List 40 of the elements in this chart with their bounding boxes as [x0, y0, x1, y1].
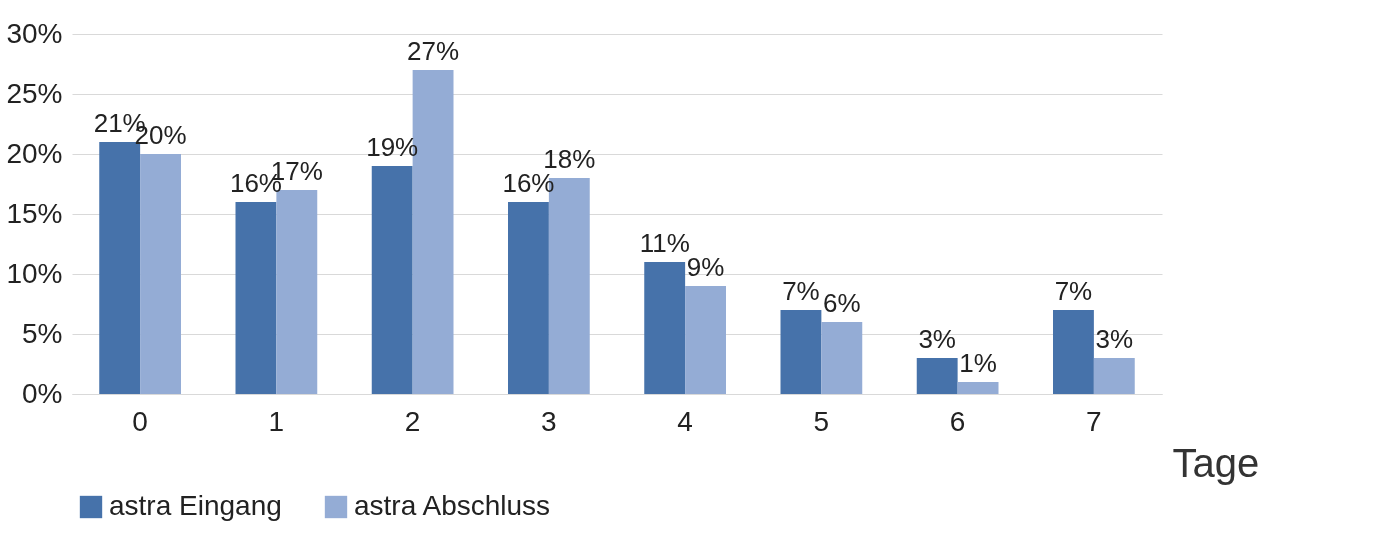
- bar: [821, 322, 863, 394]
- x-tick-label: 3: [541, 405, 557, 437]
- x-tick-label: 5: [813, 405, 830, 437]
- legend-label: astra Abschluss: [354, 490, 551, 521]
- bar: [1053, 310, 1094, 394]
- bar: [276, 190, 318, 394]
- y-tick-label: 5%: [22, 317, 63, 349]
- bar: [99, 142, 141, 394]
- bar: [685, 286, 726, 394]
- x-tick-label: 7: [1086, 405, 1102, 437]
- y-tick-label: 10%: [6, 257, 63, 289]
- y-tick-label: 0%: [22, 377, 63, 409]
- data-label: 7%: [782, 276, 820, 306]
- x-tick-label: 0: [132, 405, 148, 437]
- data-label: 27%: [407, 36, 460, 66]
- data-label: 19%: [366, 132, 419, 162]
- y-tick-label: 30%: [6, 17, 63, 49]
- y-tick-label: 15%: [6, 197, 63, 229]
- bar: [644, 262, 686, 394]
- bar: [916, 358, 958, 394]
- data-label: 6%: [823, 288, 861, 318]
- bar: [371, 166, 413, 394]
- bar: [235, 202, 277, 394]
- data-label: 1%: [959, 348, 997, 378]
- y-tick-label: 20%: [6, 137, 63, 169]
- x-tick-label: 6: [949, 405, 966, 437]
- bar: [780, 310, 822, 394]
- y-tick-label: 25%: [6, 77, 63, 109]
- bar: [1093, 358, 1135, 394]
- bar: [508, 202, 549, 394]
- x-axis-title: Tage: [1172, 440, 1260, 485]
- x-tick-label: 4: [677, 405, 693, 437]
- bar: [957, 382, 999, 394]
- data-label: 7%: [1054, 276, 1093, 306]
- data-label: 3%: [1095, 324, 1134, 354]
- legend-label: astra Eingang: [109, 490, 282, 521]
- data-label: 3%: [918, 324, 956, 354]
- x-tick-label: 1: [268, 405, 285, 437]
- x-tick-label: 2: [404, 405, 421, 437]
- bar: [140, 154, 181, 394]
